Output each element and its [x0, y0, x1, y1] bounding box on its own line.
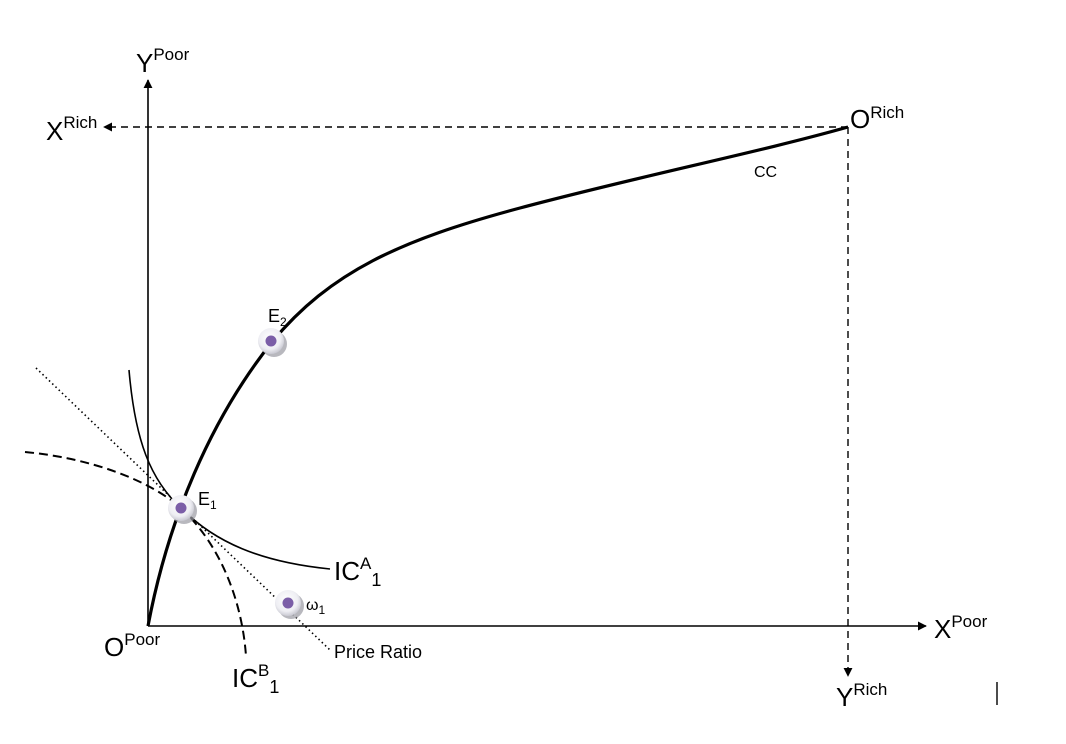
- label-o-rich: ORich: [850, 103, 904, 134]
- label-o-poor: OPoor: [104, 630, 160, 662]
- point-e2-dot: [265, 335, 277, 347]
- point-e2: [258, 328, 287, 357]
- label-x-poor: XPoor: [934, 612, 988, 644]
- label-cc: CC: [754, 164, 777, 181]
- label-price-ratio: Price Ratio: [334, 642, 422, 662]
- label-y-rich: YRich: [836, 680, 887, 712]
- point-e1: [168, 495, 197, 524]
- label-x-rich: XRich: [46, 113, 97, 146]
- label-ic-b1: ICB1: [232, 661, 279, 697]
- point-omega1-dot: [282, 597, 294, 609]
- contract-curve: [146, 125, 849, 627]
- label-e1: E1: [198, 489, 217, 512]
- point-e1-dot: [175, 502, 187, 514]
- point-omega1: [275, 590, 304, 619]
- label-y-poor: YPoor: [136, 45, 190, 78]
- label-ic-a1: ICA1: [334, 554, 381, 590]
- label-omega1: ω1: [306, 597, 326, 617]
- indifference-curve-a1: [128, 369, 331, 570]
- label-e2: E2: [268, 306, 287, 329]
